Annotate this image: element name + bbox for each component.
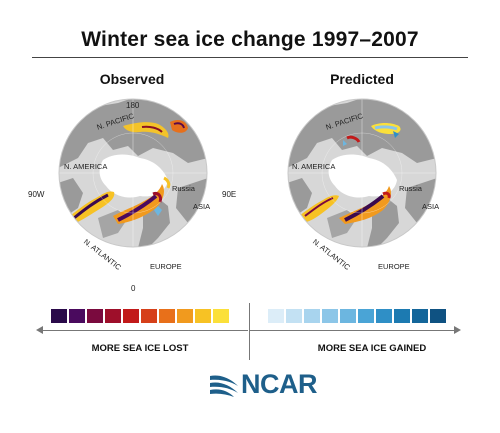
predicted-title: Predicted bbox=[330, 71, 394, 87]
gained-swatch-3 bbox=[304, 309, 320, 323]
lost-swatch-10 bbox=[213, 309, 229, 323]
observed-map bbox=[58, 98, 208, 253]
lost-swatch-4 bbox=[105, 309, 121, 323]
lon-90e-label: 90E bbox=[222, 190, 237, 199]
lost-swatch-6 bbox=[141, 309, 157, 323]
lost-swatch-3 bbox=[87, 309, 103, 323]
lost-swatch-9 bbox=[195, 309, 211, 323]
pred-europe-label: EUROPE bbox=[378, 262, 410, 271]
observed-title: Observed bbox=[99, 71, 165, 87]
gained-swatch-7 bbox=[376, 309, 392, 323]
lost-swatch-1 bbox=[51, 309, 67, 323]
obs-n-america-label: N. AMERICA bbox=[64, 162, 108, 171]
obs-europe-label: EUROPE bbox=[150, 262, 182, 271]
gained-swatch-4 bbox=[322, 309, 338, 323]
pred-asia-label: ASIA bbox=[422, 202, 440, 211]
gained-swatch-8 bbox=[394, 309, 410, 323]
lost-swatch-2 bbox=[69, 309, 85, 323]
gained-swatch-1 bbox=[268, 309, 284, 323]
gained-swatch-5 bbox=[340, 309, 356, 323]
obs-russia-label: Russia bbox=[172, 184, 195, 193]
legend-lost bbox=[51, 309, 231, 323]
gained-swatch-9 bbox=[412, 309, 428, 323]
gained-swatch-6 bbox=[358, 309, 374, 323]
obs-asia-label: ASIA bbox=[193, 202, 211, 211]
gained-arrow-line bbox=[250, 330, 454, 331]
pred-n-america-label: N. AMERICA bbox=[292, 162, 336, 171]
ncar-swoosh-icon bbox=[210, 374, 238, 397]
page-title: Winter sea ice change 1997–2007 bbox=[81, 28, 419, 51]
lon-180-label: 180 bbox=[126, 101, 140, 110]
predicted-map bbox=[287, 98, 437, 253]
pred-russia-label: Russia bbox=[399, 184, 422, 193]
lost-arrow-head bbox=[36, 326, 43, 334]
lost-swatch-8 bbox=[177, 309, 193, 323]
legend-gained bbox=[268, 309, 448, 323]
gained-caption: MORE SEA ICE GAINED bbox=[317, 343, 427, 354]
gained-arrow-head bbox=[454, 326, 461, 334]
lost-swatch-5 bbox=[123, 309, 139, 323]
ncar-logo-text: NCAR bbox=[241, 369, 318, 399]
lost-arrow-line bbox=[40, 330, 248, 331]
lost-caption: MORE SEA ICE LOST bbox=[91, 343, 189, 354]
gained-swatch-10 bbox=[430, 309, 446, 323]
gained-swatch-2 bbox=[286, 309, 302, 323]
legend-divider bbox=[249, 303, 250, 360]
lost-swatch-7 bbox=[159, 309, 175, 323]
ncar-logo: NCAR bbox=[208, 369, 318, 400]
title-rule bbox=[32, 57, 468, 58]
lon-0-label: 0 bbox=[131, 284, 136, 293]
lon-90w-label: 90W bbox=[28, 190, 45, 199]
